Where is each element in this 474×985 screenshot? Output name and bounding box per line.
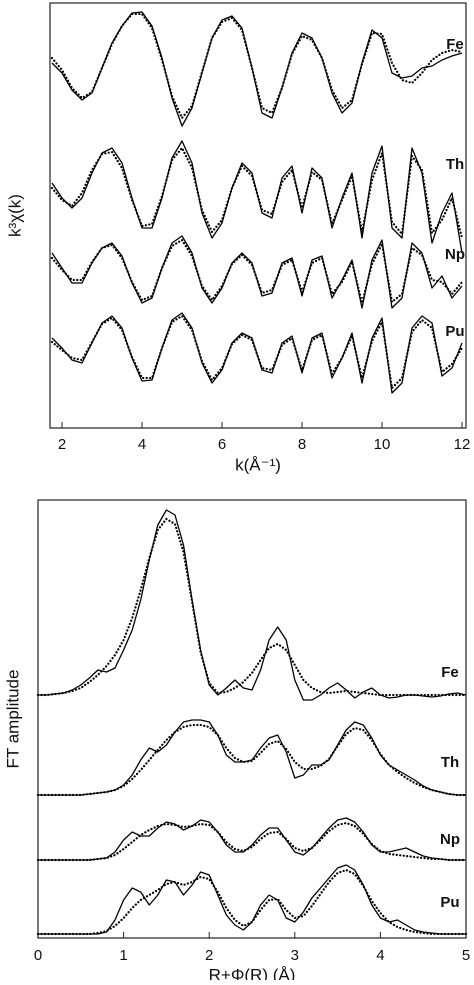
fit-curve <box>36 821 468 862</box>
data-curve <box>38 864 466 935</box>
fit-curve <box>36 517 468 697</box>
x-tick-label: 4 <box>376 947 384 964</box>
data-curve <box>38 719 466 796</box>
x-tick-label: 10 <box>374 436 391 453</box>
plot-frame <box>37 499 467 939</box>
data-curve <box>38 509 467 701</box>
x-tick-label: 1 <box>119 947 127 964</box>
fit-curve <box>50 314 464 391</box>
plot-frame <box>49 2 467 429</box>
x-tick-label: 4 <box>138 436 146 453</box>
x-tick-label: 12 <box>454 436 471 453</box>
x-axis-label: R+Φ(R) (Å) <box>209 965 296 980</box>
series-label: Fe <box>446 36 464 53</box>
x-tick-label: 5 <box>462 947 470 964</box>
series-label: Np <box>440 831 460 848</box>
x-tick-label: 3 <box>291 947 299 964</box>
x-axis-label: k(Å⁻¹) <box>235 455 281 474</box>
data-curve <box>51 235 463 309</box>
x-tick-label: 2 <box>58 436 66 453</box>
series-label: Np <box>445 246 465 263</box>
data-curve <box>51 312 463 394</box>
data-curve <box>51 11 463 127</box>
series-label: Th <box>441 754 459 771</box>
fit-curve <box>36 723 468 797</box>
x-tick-label: 6 <box>218 436 226 453</box>
fit-curve <box>50 12 464 121</box>
fit-curve <box>36 868 468 936</box>
series-label: Pu <box>440 894 459 911</box>
y-axis-label: FT amplitude <box>3 670 22 769</box>
x-tick-label: 2 <box>205 947 213 964</box>
data-curve <box>38 817 466 861</box>
x-tick-label: 0 <box>34 947 42 964</box>
series-label: Pu <box>445 323 464 340</box>
data-curve <box>51 140 463 254</box>
series-label: Th <box>446 156 464 173</box>
fit-curve <box>50 238 464 305</box>
x-tick-label: 8 <box>298 436 306 453</box>
y-axis-label: k³χ(k) <box>5 194 24 237</box>
series-label: Fe <box>441 664 459 681</box>
